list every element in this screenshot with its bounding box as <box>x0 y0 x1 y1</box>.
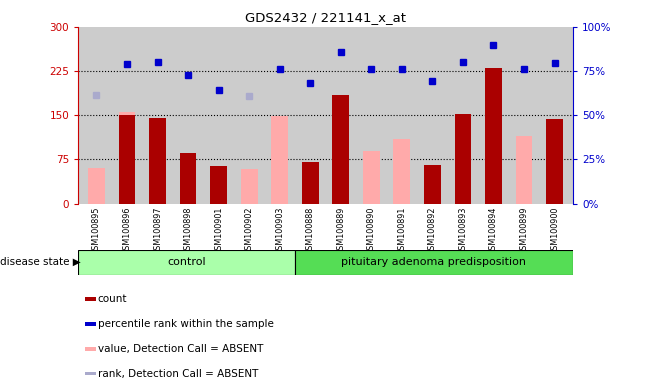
Bar <box>271 116 288 204</box>
Text: control: control <box>167 257 206 267</box>
Bar <box>363 151 380 204</box>
Bar <box>78 250 295 275</box>
Bar <box>454 114 471 204</box>
Bar <box>333 94 349 204</box>
Bar <box>295 250 573 275</box>
Bar <box>516 136 533 204</box>
Text: value, Detection Call = ABSENT: value, Detection Call = ABSENT <box>98 344 263 354</box>
Bar <box>118 115 135 204</box>
Bar <box>85 297 96 301</box>
Text: count: count <box>98 294 128 304</box>
Bar <box>546 119 563 204</box>
Bar <box>302 162 318 204</box>
Bar <box>85 322 96 326</box>
Bar <box>485 68 502 204</box>
Bar <box>393 139 410 204</box>
Bar <box>180 154 197 204</box>
Bar <box>85 347 96 351</box>
Bar <box>210 166 227 204</box>
Bar <box>118 112 135 204</box>
Text: pituitary adenoma predisposition: pituitary adenoma predisposition <box>341 257 527 267</box>
Bar <box>424 165 441 204</box>
Bar <box>88 168 105 204</box>
Text: disease state ▶: disease state ▶ <box>0 257 81 267</box>
Bar <box>85 372 96 376</box>
Title: GDS2432 / 221141_x_at: GDS2432 / 221141_x_at <box>245 11 406 24</box>
Bar <box>149 118 166 204</box>
Bar <box>241 169 258 204</box>
Text: percentile rank within the sample: percentile rank within the sample <box>98 319 273 329</box>
Text: rank, Detection Call = ABSENT: rank, Detection Call = ABSENT <box>98 369 258 379</box>
